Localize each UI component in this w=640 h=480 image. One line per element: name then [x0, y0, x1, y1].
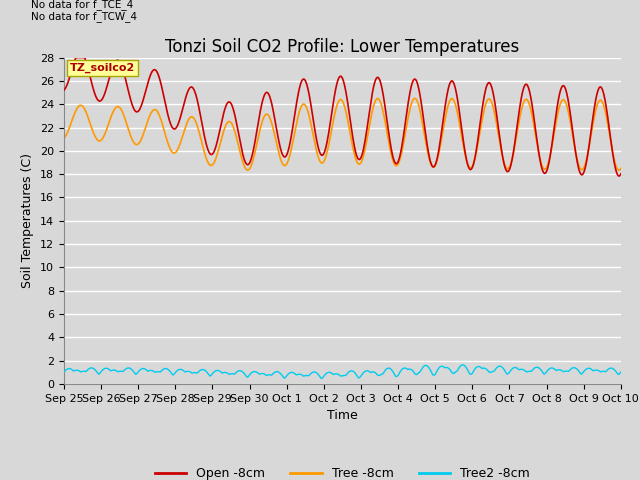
Text: No data for f_TCE_4
No data for f_TCW_4: No data for f_TCE_4 No data for f_TCW_4: [31, 0, 136, 22]
Legend: Open -8cm, Tree -8cm, Tree2 -8cm: Open -8cm, Tree -8cm, Tree2 -8cm: [150, 462, 534, 480]
Y-axis label: Soil Temperatures (C): Soil Temperatures (C): [22, 153, 35, 288]
Text: TZ_soilco2: TZ_soilco2: [70, 62, 135, 73]
X-axis label: Time: Time: [327, 409, 358, 422]
Title: Tonzi Soil CO2 Profile: Lower Temperatures: Tonzi Soil CO2 Profile: Lower Temperatur…: [165, 38, 520, 56]
